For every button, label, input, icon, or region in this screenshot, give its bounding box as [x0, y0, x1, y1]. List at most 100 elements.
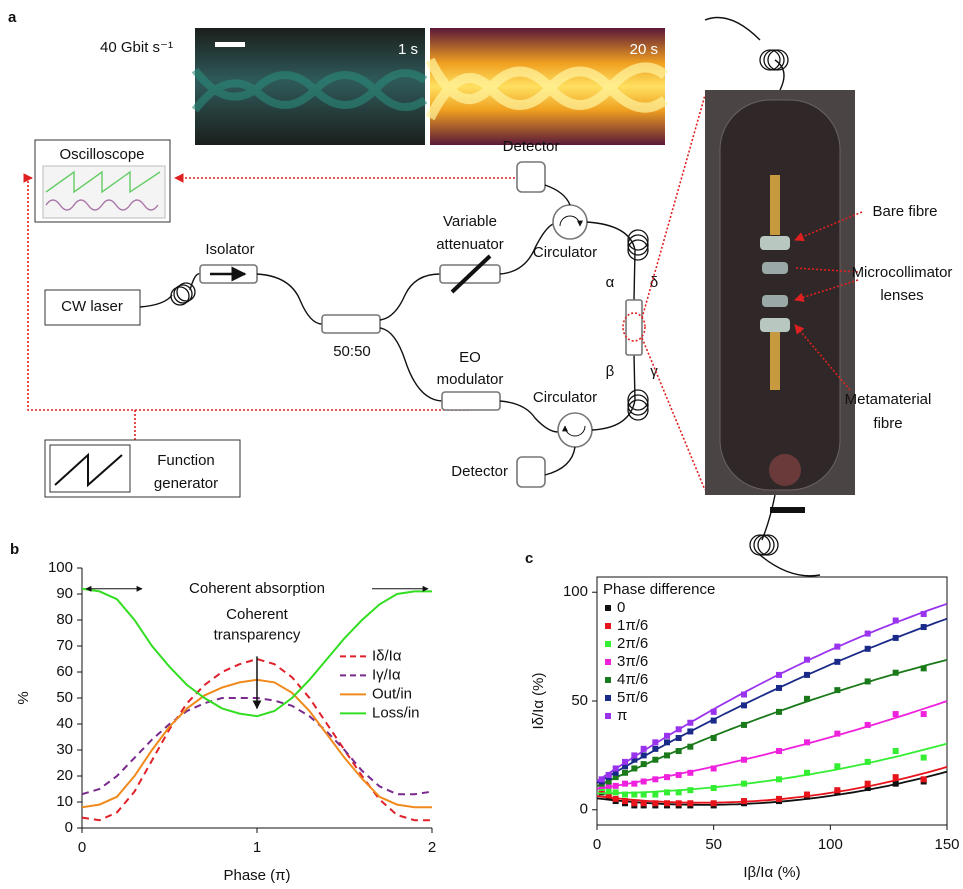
data-point: [864, 678, 871, 685]
data-point: [640, 778, 647, 785]
data-point: [920, 711, 927, 718]
data-point: [776, 684, 782, 691]
fibre: [499, 223, 559, 433]
y-tick-label: 20: [56, 767, 73, 784]
y-tick-label: 60: [56, 663, 73, 680]
y-tick-label: 40: [56, 715, 73, 732]
data-point: [892, 617, 899, 624]
legend-label: Iγ/Iα: [372, 666, 401, 683]
fibre-coil: [170, 282, 196, 306]
data-point: [804, 791, 810, 798]
data-point: [631, 780, 638, 787]
data-point: [664, 774, 670, 781]
y-tick-label: 30: [56, 741, 73, 758]
pointer: [794, 211, 863, 242]
data-point: [664, 752, 670, 759]
data-point: [776, 795, 782, 802]
y-tick-label: 50: [571, 692, 588, 709]
data-point: [640, 761, 647, 768]
data-point: [804, 695, 810, 702]
fibre: [256, 273, 323, 325]
metamaterial-device: [625, 299, 643, 356]
legend-label: 2π/6: [617, 635, 648, 652]
data-point: [652, 791, 659, 798]
data-point: [652, 739, 659, 746]
port-label: β: [606, 363, 615, 380]
data-point: [605, 791, 612, 798]
data-point: [652, 745, 659, 752]
data-point: [710, 800, 717, 807]
pointer: [795, 267, 859, 300]
laser-box: [44, 289, 141, 326]
eye-trace: [191, 67, 428, 113]
data-point: [598, 776, 605, 783]
data-point: [804, 739, 810, 746]
data-point: [605, 782, 612, 789]
panel-label: a: [8, 9, 17, 26]
attenuator-slash: [450, 254, 492, 294]
x-tick-label: 150: [934, 836, 959, 853]
y-tick-label: 100: [563, 583, 588, 600]
data-point: [920, 665, 927, 672]
data-point: [834, 658, 841, 665]
data-point: [664, 789, 670, 796]
data-point: [834, 643, 841, 650]
data-point: [892, 780, 899, 787]
detector: [516, 456, 546, 488]
data-point: [741, 756, 747, 763]
data-point: [892, 634, 899, 641]
data-point: [920, 624, 927, 631]
legend-swatch: [605, 623, 611, 629]
panel-label: b: [10, 541, 19, 558]
photo-lens: [760, 318, 790, 332]
data-point: [631, 791, 638, 798]
x-tick-label: 100: [818, 836, 843, 853]
legend-label: π: [617, 707, 627, 724]
data-point: [612, 774, 619, 781]
annotation: Coherent: [226, 606, 289, 623]
data-point: [652, 800, 659, 807]
fit-curve: [596, 602, 948, 782]
legend-label: 4π/6: [617, 671, 648, 688]
x-tick-label: 1: [253, 839, 261, 856]
zoom-line: [641, 94, 706, 491]
circulator-arrow: [562, 425, 586, 437]
data-point: [710, 717, 717, 724]
data-point: [834, 687, 841, 694]
data-point: [804, 769, 810, 776]
detector: [516, 161, 546, 193]
port-label: δ: [650, 274, 658, 291]
x-tick-label: 0: [78, 839, 86, 856]
legend-swatch: [605, 659, 611, 665]
y-tick-label: 0: [580, 801, 588, 818]
eye-trace: [425, 57, 669, 121]
data-point: [652, 756, 659, 763]
sine-trace: [45, 199, 159, 211]
data-point: [605, 778, 612, 785]
laser-label: CW laser: [61, 298, 123, 315]
y-tick-label: 70: [56, 637, 73, 654]
plot-frame: [596, 576, 948, 826]
legend-swatch: [605, 677, 611, 683]
data-point: [892, 669, 899, 676]
data-point: [741, 702, 747, 709]
data-point: [776, 671, 782, 678]
data-point: [675, 748, 682, 755]
data-point: [687, 787, 694, 794]
data-point: [834, 730, 841, 737]
y-tick-label: 100: [48, 559, 73, 576]
fibre: [544, 184, 571, 206]
data-point: [622, 791, 628, 798]
photo-label: Bare fibre: [872, 203, 937, 220]
data-point: [687, 728, 694, 735]
data-point: [920, 776, 927, 783]
photo-lens: [762, 295, 788, 307]
detector-label: Detector: [503, 138, 560, 155]
eye-time: 1 s: [398, 41, 418, 58]
photo-lens: [760, 236, 790, 250]
photo-marker: [769, 454, 801, 486]
data-point: [612, 789, 619, 796]
y-axis-label: Iδ/Iα (%): [530, 672, 547, 729]
data-point: [804, 656, 810, 663]
data-point: [864, 785, 871, 792]
